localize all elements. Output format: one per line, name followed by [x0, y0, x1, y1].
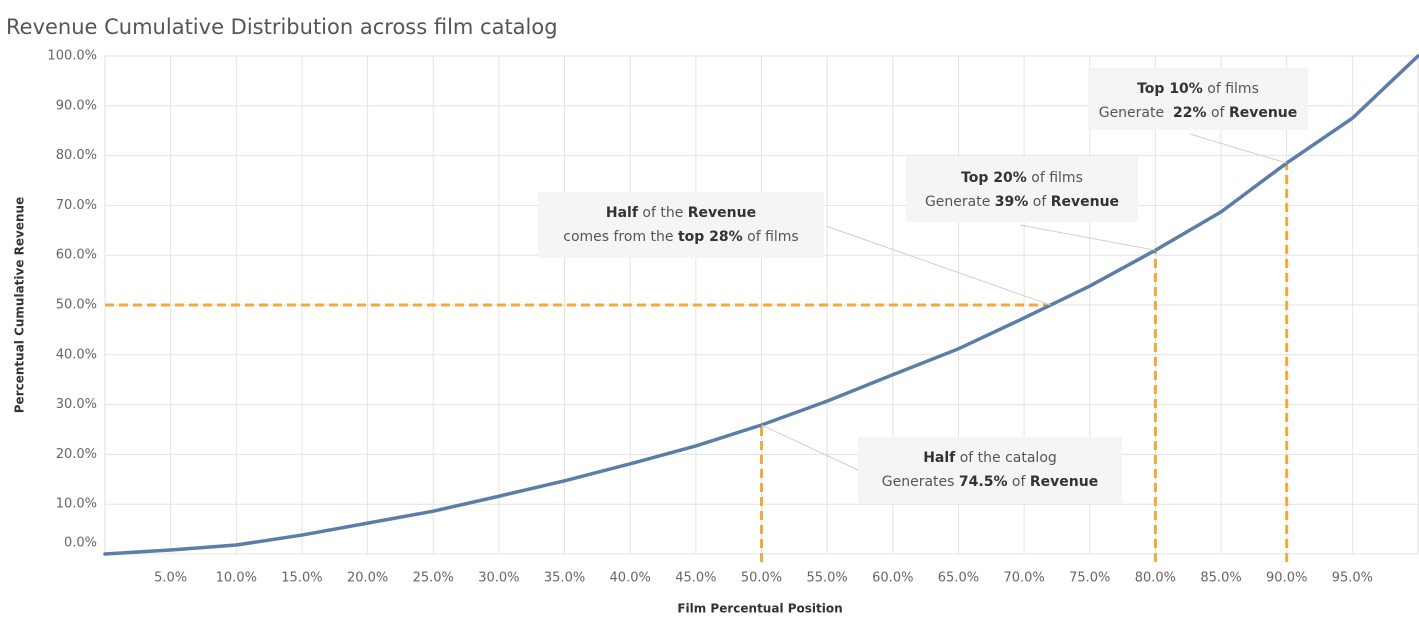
annotation-segment: 39% [995, 194, 1029, 210]
y-tick-label: 10.0% [56, 497, 97, 512]
y-tick-label: 50.0% [56, 298, 97, 313]
annotation-segment: of films [743, 229, 799, 245]
x-tick-label: 70.0% [1003, 571, 1044, 586]
x-tick-label: 15.0% [281, 571, 322, 586]
annotation-segment: 22% [1173, 105, 1207, 121]
annotation-segment: Top 10% [1137, 81, 1203, 97]
annotation-segment: 74.5% [959, 474, 1008, 490]
annotation-text: Top 20% of films [961, 170, 1083, 186]
annotation-segment: of [1207, 105, 1229, 121]
annotation-text: Generate 39% of Revenue [925, 194, 1119, 210]
x-tick-label: 95.0% [1332, 571, 1373, 586]
annotation-text: comes from the top 28% of films [563, 229, 798, 245]
annotation-leader [825, 225, 1051, 306]
annotation-segment: comes from the [563, 229, 678, 245]
chart-title: Revenue Cumulative Distribution across f… [6, 15, 558, 39]
annotation-segment: Top 20% [961, 170, 1027, 186]
x-tick-label: 60.0% [872, 571, 913, 586]
annotation-segment: of the catalog [955, 450, 1057, 466]
annotation-text: Top 10% of films [1137, 81, 1259, 97]
y-tick-label: 80.0% [56, 148, 97, 163]
annotation-segment: Revenue [1051, 194, 1119, 210]
annotation-segment: Revenue [1030, 474, 1098, 490]
x-tick-label: 5.0% [154, 571, 187, 586]
annotation-segment: of the [638, 205, 688, 221]
x-tick-label: 45.0% [675, 571, 716, 586]
annotation-box [858, 437, 1122, 503]
y-tick-label: 20.0% [56, 447, 97, 462]
x-tick-label: 25.0% [413, 571, 454, 586]
annotation-segment: of [1007, 474, 1029, 490]
annotation-leader [1019, 224, 1156, 251]
annotation-segment: Half [923, 450, 956, 466]
annotation-text: Half of the catalog [923, 450, 1057, 466]
annotation-text: Generates 74.5% of Revenue [882, 474, 1098, 490]
x-tick-label: 50.0% [741, 571, 782, 586]
y-tick-label: 0.0% [64, 536, 97, 551]
annotation-leader [1189, 133, 1287, 164]
y-tick-label: 70.0% [56, 198, 97, 213]
x-axis-title: Film Percentual Position [677, 602, 842, 616]
x-tick-label: 55.0% [806, 571, 847, 586]
y-tick-label: 30.0% [56, 397, 97, 412]
annotation-segment: Half [606, 205, 639, 221]
annotation-segment: Revenue [688, 205, 756, 221]
x-tick-label: 30.0% [478, 571, 519, 586]
y-tick-label: 40.0% [56, 347, 97, 362]
x-tick-label: 90.0% [1266, 571, 1307, 586]
x-tick-label: 20.0% [347, 571, 388, 586]
x-tick-label: 65.0% [938, 571, 979, 586]
annotation-segment: Generates [882, 474, 959, 490]
x-tick-label: 75.0% [1069, 571, 1110, 586]
y-tick-label: 90.0% [56, 98, 97, 113]
annotation-segment: Revenue [1229, 105, 1297, 121]
y-tick-label: 60.0% [56, 248, 97, 263]
annotation-box [906, 157, 1138, 222]
annotation-segment: of films [1203, 81, 1259, 97]
annotation-box [538, 192, 824, 258]
annotation-segment: of films [1027, 170, 1083, 186]
x-tick-label: 35.0% [544, 571, 585, 586]
annotation-leader [761, 424, 859, 471]
annotation-segment: Generate [1099, 105, 1173, 121]
annotation-segment: of [1028, 194, 1050, 210]
annotation-segment: Generate [925, 194, 995, 210]
annotation-text: Generate 22% of Revenue [1099, 105, 1298, 121]
x-tick-label: 10.0% [216, 571, 257, 586]
x-tick-label: 80.0% [1135, 571, 1176, 586]
y-tick-label: 100.0% [47, 49, 97, 64]
x-tick-label: 85.0% [1200, 571, 1241, 586]
annotation-text: Half of the Revenue [606, 205, 756, 221]
annotation-box [1088, 68, 1308, 130]
y-axis-title: Percentual Cumulative Revenue [13, 197, 27, 413]
annotation-segment: top 28% [678, 229, 743, 245]
x-tick-label: 40.0% [610, 571, 651, 586]
